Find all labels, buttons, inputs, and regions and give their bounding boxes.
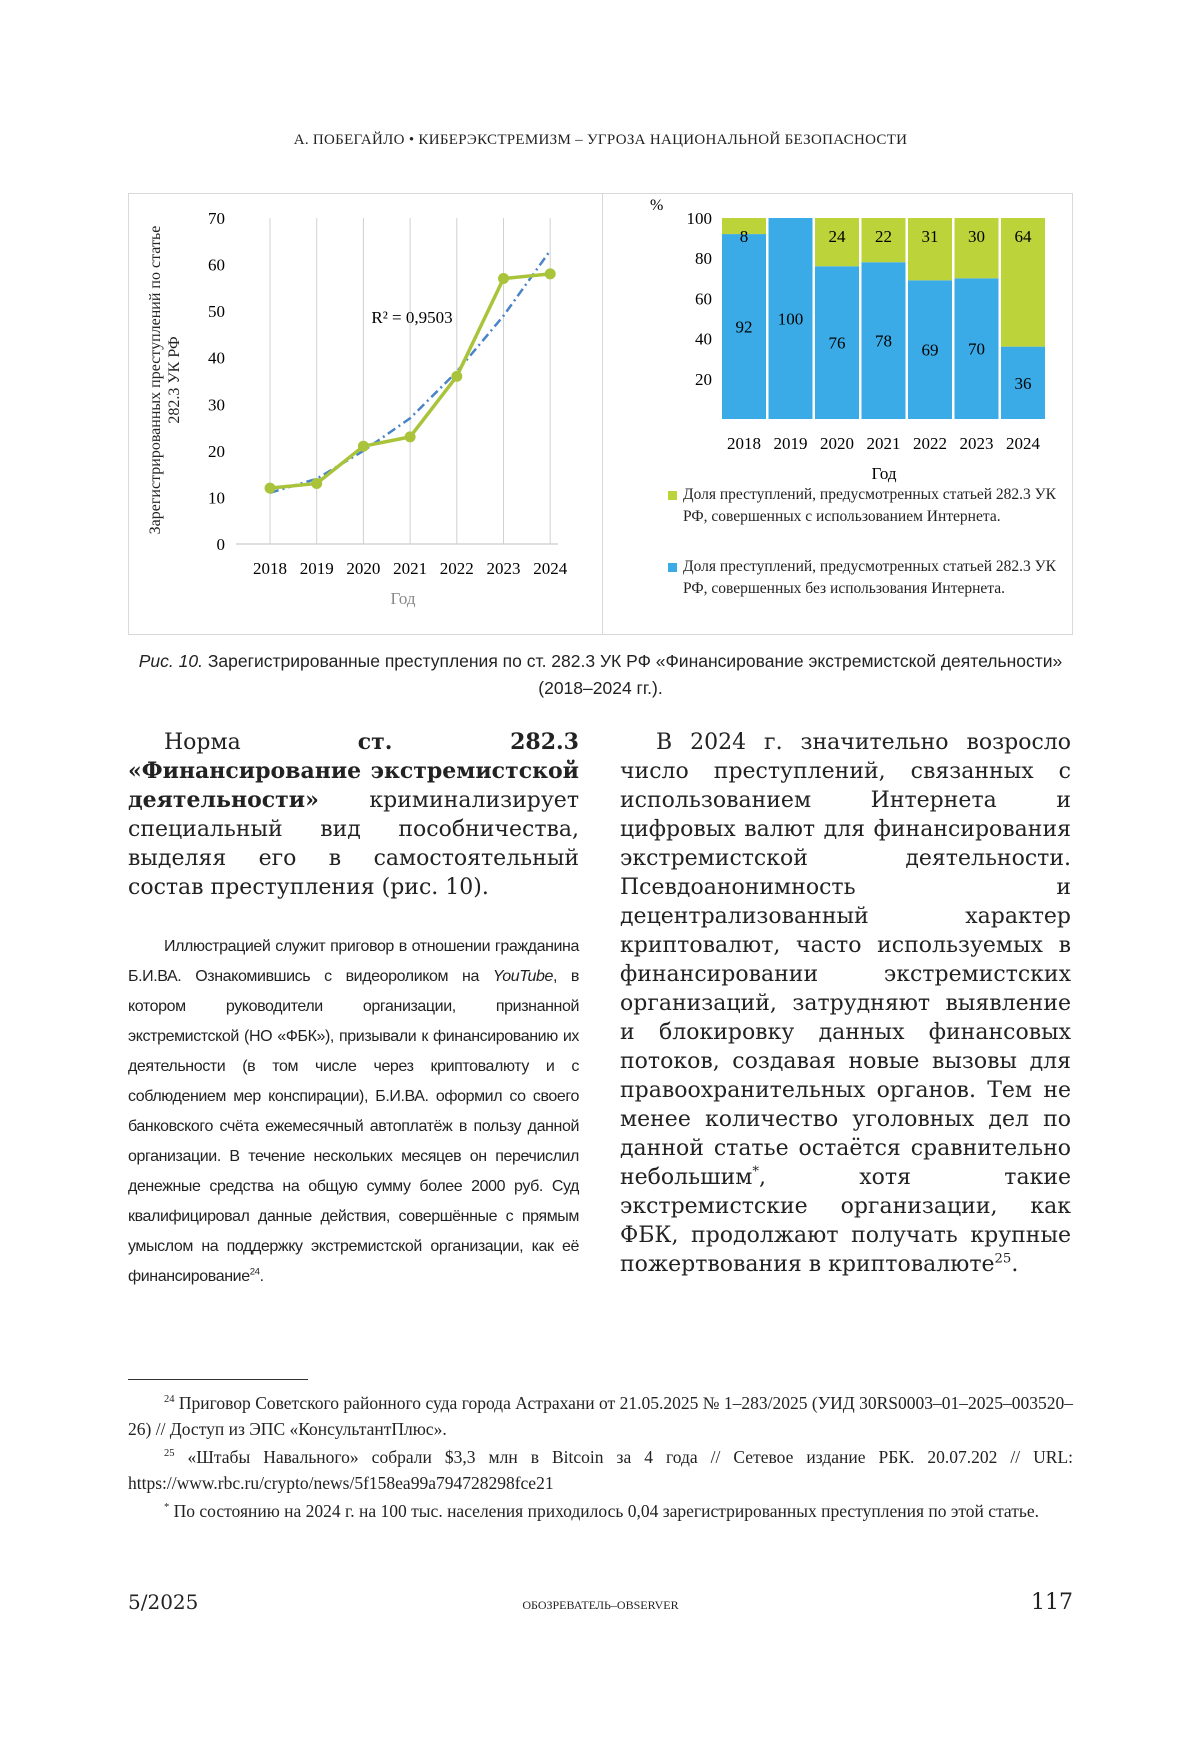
footnote-rule: [128, 1379, 308, 1380]
legend-swatch: [668, 563, 677, 572]
stacked-bar-chart: 20 40 60 80 100% 2018 92 8 2019 100 2020 76 24 2021 78…: [602, 193, 1072, 493]
footnote-ref: *: [752, 1165, 759, 1180]
x-tick-label: 2022: [440, 559, 474, 578]
text: , в котором руководители организации, пр…: [128, 968, 579, 1285]
footnote: 25 «Штабы Навального» собрали $3,3 млн в…: [128, 1444, 1073, 1496]
figure-caption: Рис. 10. Зарегистрированные преступления…: [138, 648, 1063, 702]
data-point: [265, 483, 276, 494]
paragraph: Норма ст. 282.3 «Финансирование экстреми…: [128, 728, 579, 902]
x-tick-label: 2020: [820, 434, 854, 453]
y-tick-label: 20: [208, 442, 225, 461]
x-tick-label: 2018: [727, 434, 761, 453]
example-paragraph: Иллюстрацией служит приговор в отношении…: [128, 932, 579, 1292]
running-header: А. ПОБЕГАЙЛО • КИБЕРЭКСТРЕМИЗМ – УГРОЗА …: [128, 132, 1073, 149]
footnotes: 24 Приговор Советского районного суда го…: [128, 1390, 1073, 1526]
x-axis-label: Год: [872, 464, 897, 483]
y-tick-label: 70: [208, 209, 225, 228]
y-tick-label: 60: [695, 289, 712, 308]
y-unit: %: [650, 197, 663, 214]
footnote: 24 Приговор Советского районного суда го…: [128, 1390, 1073, 1442]
y-axis-label: Зарегистрированных преступлений по стать…: [146, 215, 184, 545]
text: .: [260, 1268, 264, 1285]
caption-label: Рис. 10.: [139, 651, 203, 671]
value-label: 64: [1015, 227, 1033, 246]
data-point: [451, 371, 462, 382]
x-tick-label: 2023: [487, 559, 521, 578]
value-label: 30: [968, 227, 985, 246]
footnote-text: «Штабы Навального» собрали $3,3 млн в Bi…: [128, 1447, 1073, 1493]
data-point: [358, 441, 369, 452]
value-label: 36: [1015, 374, 1032, 393]
value-label: 92: [736, 318, 753, 337]
y-tick-label: 0: [217, 535, 226, 554]
line-chart: 0 10 20 30 40 50 60 70 2018 2019 2020 2021 2022 2023 2…: [128, 193, 602, 635]
value-label: 78: [875, 332, 892, 351]
journal-name: ОБОЗРЕВАТЕЛЬ–OBSERVER: [128, 1598, 1073, 1613]
value-label: 22: [875, 227, 892, 246]
value-label: 70: [968, 340, 985, 359]
footnote-mark: 24: [164, 1394, 175, 1405]
y-tick-label: 10: [208, 488, 225, 507]
x-tick-label: 2019: [774, 434, 808, 453]
annotation: R² = 0,9503: [371, 308, 452, 327]
page-number: 117: [1031, 1590, 1073, 1615]
y-tick-label: 30: [208, 395, 225, 414]
y-tick-label: 40: [208, 349, 225, 368]
text: Норма: [164, 730, 358, 755]
legend-swatch: [668, 491, 677, 500]
value-label: 100: [778, 310, 804, 329]
x-axis-label: Год: [391, 589, 416, 608]
data-point: [498, 273, 509, 284]
footnote-ref: 25: [995, 1252, 1012, 1267]
value-label: 8: [740, 227, 749, 246]
x-tick-label: 2021: [867, 434, 901, 453]
y-tick-label: 100: [687, 209, 713, 228]
value-label: 24: [829, 227, 847, 246]
value-label: 69: [922, 341, 939, 360]
x-tick-label: 2024: [1006, 434, 1041, 453]
x-tick-label: 2020: [346, 559, 380, 578]
paragraph: В 2024 г. значительно возросло число пре…: [620, 728, 1071, 1279]
legend-label: Доля преступлений, предусмотренных стать…: [683, 486, 1056, 525]
data-point: [545, 268, 556, 279]
x-tick-label: 2019: [300, 559, 334, 578]
text: В 2024 г. значительно возросло число пре…: [620, 730, 1071, 1190]
y-tick-label: 80: [695, 249, 712, 268]
x-tick-label: 2023: [960, 434, 994, 453]
left-column: Норма ст. 282.3 «Финансирование экстреми…: [128, 728, 579, 1292]
y-tick-label: 50: [208, 302, 225, 321]
y-tick-label: 40: [695, 330, 712, 349]
data-point: [405, 431, 416, 442]
legend-entry: Доля преступлений, предусмотренных стать…: [668, 484, 1063, 528]
x-tick-label: 2021: [393, 559, 427, 578]
value-label: 76: [829, 334, 846, 353]
x-tick-label: 2024: [533, 559, 568, 578]
x-tick-label: 2022: [913, 434, 947, 453]
text: .: [1011, 1252, 1018, 1277]
italic-text: YouTube: [493, 968, 553, 985]
caption-text: Зарегистрированные преступления по ст. 2…: [203, 651, 1062, 698]
footnote-mark: 25: [164, 1448, 175, 1459]
footnote-ref: 24: [250, 1267, 260, 1278]
y-tick-label: 20: [695, 370, 712, 389]
x-tick-label: 2018: [253, 559, 287, 578]
legend-entry: Доля преступлений, предусмотренных стать…: [668, 556, 1063, 600]
right-column: В 2024 г. значительно возросло число пре…: [620, 728, 1071, 1279]
value-label: 31: [922, 227, 939, 246]
legend-label: Доля преступлений, предусмотренных стать…: [683, 558, 1056, 597]
footnote: * По состоянию на 2024 г. на 100 тыс. на…: [128, 1498, 1073, 1524]
footnote-text: По состоянию на 2024 г. на 100 тыс. насе…: [169, 1501, 1039, 1521]
footnote-text: Приговор Советского районного суда город…: [128, 1393, 1073, 1439]
y-tick-label: 60: [208, 256, 225, 275]
data-point: [311, 478, 322, 489]
